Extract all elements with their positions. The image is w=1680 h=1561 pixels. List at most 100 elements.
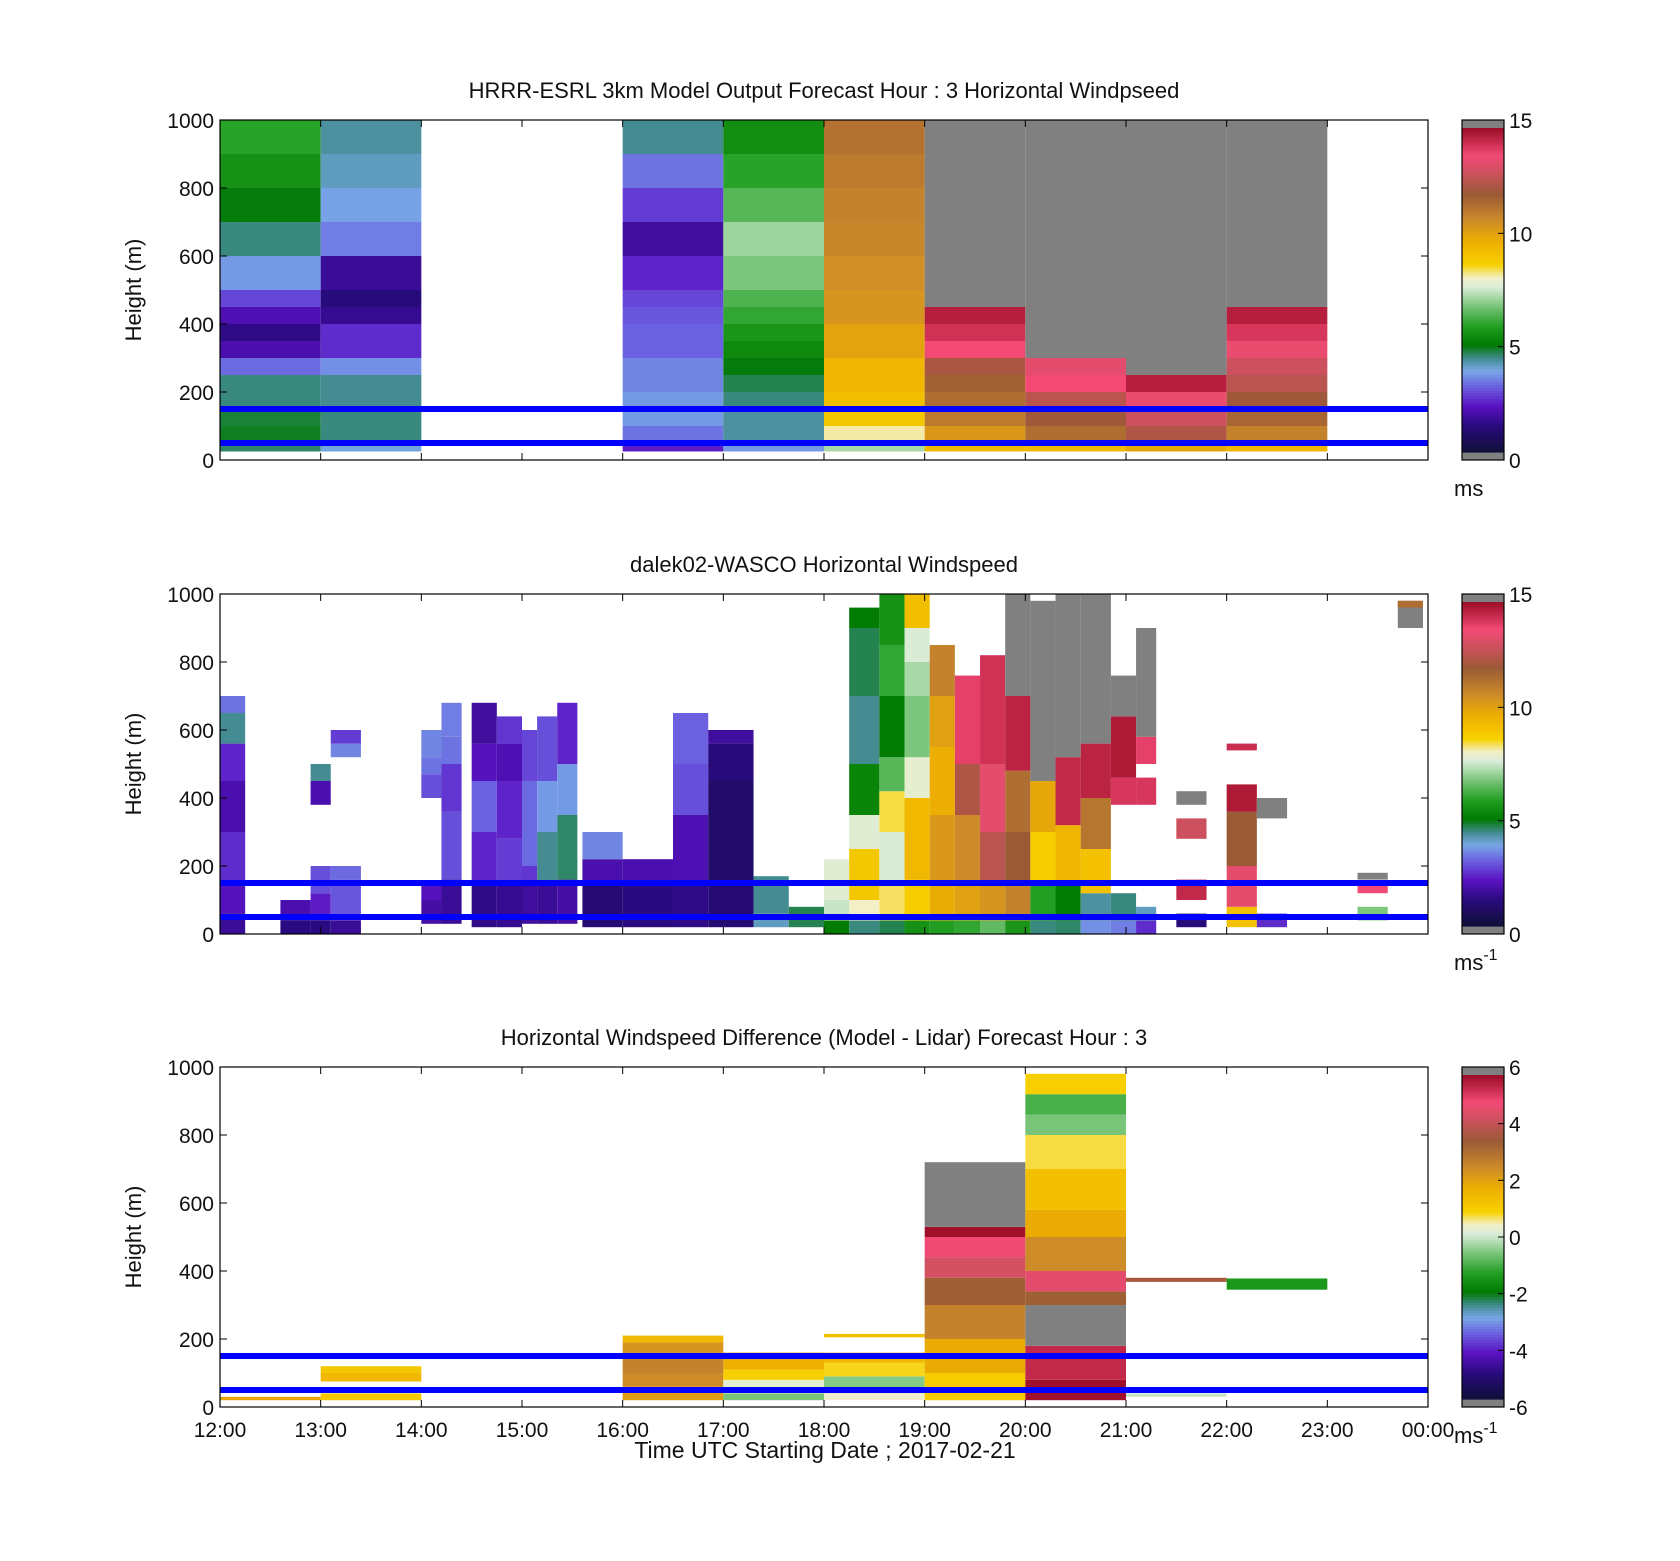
- y-tick-label: 400: [179, 314, 214, 337]
- heatmap-cell: [1126, 409, 1227, 426]
- x-tick-label: 14:00: [395, 1419, 448, 1442]
- colorbar-step: [1462, 1285, 1504, 1289]
- colorbar-step: [1462, 777, 1504, 781]
- heatmap-cell: [849, 920, 880, 934]
- heatmap-cell: [929, 920, 955, 934]
- colorbar-step: [1462, 696, 1504, 700]
- heatmap-cell: [1030, 832, 1056, 883]
- heatmap-cell: [708, 781, 754, 883]
- heatmap-cell: [924, 392, 1026, 409]
- heatmap-cell: [1357, 872, 1388, 880]
- heatmap-cell: [1055, 920, 1081, 934]
- colorbar-step: [1462, 365, 1504, 369]
- heatmap-cell: [1110, 777, 1137, 805]
- colorbar-step: [1462, 416, 1504, 421]
- colorbar-step: [1462, 146, 1504, 151]
- colorbar-step: [1462, 330, 1504, 334]
- heatmap-cell: [522, 866, 538, 883]
- colorbar-step: [1462, 1388, 1504, 1392]
- colorbar-step: [1462, 1193, 1504, 1198]
- colorbar-step: [1462, 443, 1504, 448]
- colorbar-step: [1462, 1185, 1504, 1189]
- colorbar-step: [1462, 1201, 1504, 1206]
- heatmap-cell: [310, 893, 331, 921]
- colorbar-step: [1462, 1226, 1504, 1230]
- colorbar-step: [1462, 1363, 1504, 1368]
- heatmap-cell: [1025, 1073, 1126, 1095]
- x-tick-label: 17:00: [697, 1419, 750, 1442]
- colorbar-step: [1462, 335, 1504, 340]
- x-tick-label: 19:00: [898, 1419, 951, 1442]
- heatmap-cell: [330, 879, 361, 921]
- heatmap-cell: [220, 222, 321, 256]
- heatmap-cell: [904, 594, 930, 628]
- heatmap-cell: [1176, 818, 1207, 839]
- heatmap-cell: [310, 781, 331, 805]
- colorbar-step: [1462, 669, 1504, 673]
- colorbar-step: [1462, 1291, 1504, 1295]
- heatmap-cell: [1005, 770, 1031, 832]
- colorbar-step: [1462, 184, 1504, 188]
- heatmap-cell: [1025, 1271, 1126, 1292]
- colorbar-step: [1462, 1077, 1504, 1081]
- heatmap-cell: [537, 883, 558, 924]
- y-tick-label: 800: [179, 178, 214, 201]
- colorbar-cap-low: [1462, 926, 1504, 934]
- colorbar-step: [1462, 836, 1504, 841]
- heatmap-cell: [220, 1396, 321, 1401]
- y-tick-label: 0: [202, 450, 214, 473]
- colorbar-step: [1462, 693, 1504, 698]
- colorbar-step: [1462, 433, 1504, 437]
- colorbar-step: [1462, 322, 1504, 326]
- heatmap-cell: [929, 747, 955, 815]
- colorbar-step: [1462, 707, 1504, 711]
- colorbar-step: [1462, 1347, 1504, 1351]
- heatmap-cell: [708, 730, 754, 744]
- colorbar-step: [1462, 923, 1504, 927]
- colorbar-step: [1462, 435, 1504, 440]
- colorbar-step: [1462, 1115, 1504, 1119]
- heatmap-cell: [723, 358, 824, 375]
- heatmap-cell: [320, 222, 422, 256]
- colorbar-step: [1462, 834, 1504, 838]
- colorbar-step: [1462, 349, 1504, 353]
- colorbar-step: [1462, 133, 1504, 137]
- colorbar-step: [1462, 136, 1504, 140]
- heatmap-cell: [824, 324, 925, 358]
- colorbar-step: [1462, 233, 1504, 237]
- heatmap-cell: [723, 120, 824, 154]
- heatmap-cell: [673, 713, 709, 764]
- heatmap-cell: [879, 594, 905, 645]
- colorbar-step: [1462, 338, 1504, 342]
- colorbar-step: [1462, 1112, 1504, 1117]
- colorbar-step: [1462, 785, 1504, 789]
- colorbar-step: [1462, 1123, 1504, 1127]
- colorbar-step: [1462, 1196, 1504, 1200]
- heatmap-cell: [220, 324, 321, 341]
- colorbar-step: [1462, 826, 1504, 830]
- colorbar-step: [1462, 1150, 1504, 1154]
- colorbar-step: [1462, 766, 1504, 770]
- colorbar-step: [1462, 241, 1504, 245]
- heatmap-cell: [924, 1373, 1026, 1401]
- colorbar-step: [1462, 1250, 1504, 1254]
- colorbar-tick-label: 0: [1509, 450, 1521, 473]
- colorbar-cap-low: [1462, 452, 1504, 460]
- heatmap-cell: [220, 290, 321, 307]
- heatmap-cell: [1226, 443, 1328, 452]
- colorbar-step: [1462, 279, 1504, 283]
- colorbar-step: [1462, 1210, 1504, 1214]
- heatmap-cell: [622, 883, 673, 928]
- heatmap-cell: [1080, 798, 1111, 849]
- colorbar-frame: [1461, 593, 1505, 935]
- colorbar-step: [1462, 1191, 1504, 1195]
- colorbar-step: [1462, 203, 1504, 207]
- colorbar-step: [1462, 419, 1504, 423]
- heatmap-cell: [330, 730, 361, 744]
- colorbar-step: [1462, 303, 1504, 307]
- heatmap-cell: [220, 743, 246, 781]
- x-tick-label: 23:00: [1301, 1419, 1354, 1442]
- colorbar-step: [1462, 168, 1504, 172]
- colorbar-step: [1462, 742, 1504, 746]
- colorbar-cap-high: [1462, 1067, 1504, 1075]
